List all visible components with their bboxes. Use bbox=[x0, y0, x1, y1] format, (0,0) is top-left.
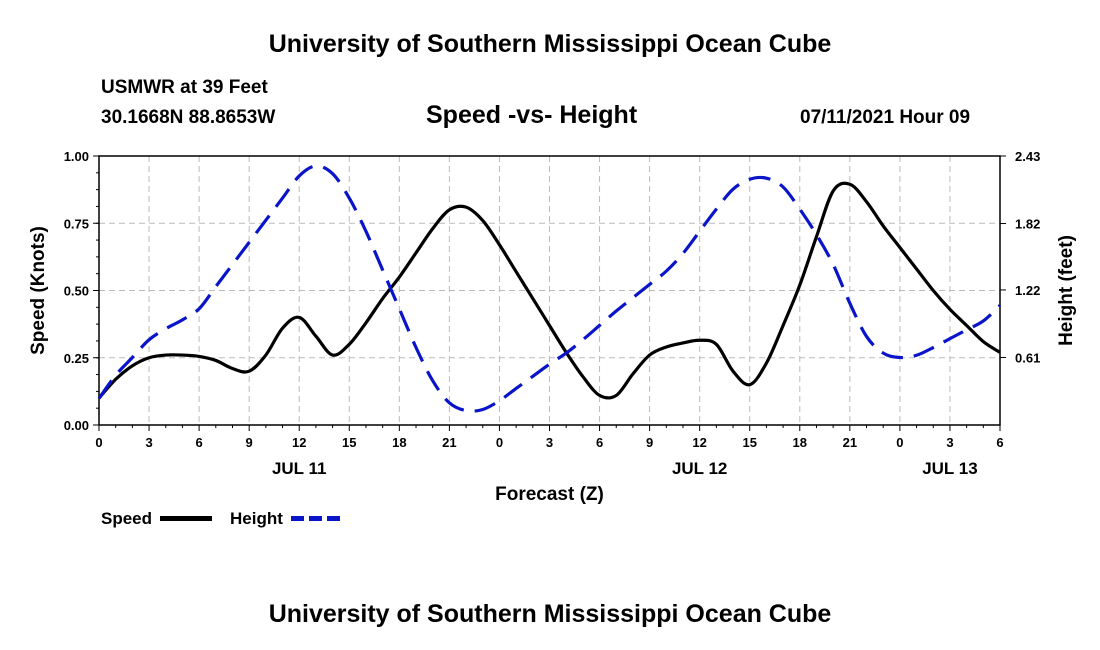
y2-tick-label: 1.82 bbox=[1015, 217, 1040, 232]
x-tick-label: 0 bbox=[496, 435, 503, 450]
page-title-top: University of Southern Mississippi Ocean… bbox=[268, 30, 832, 58]
series-lines bbox=[97, 164, 1002, 413]
grid-lines bbox=[99, 156, 1000, 425]
axes bbox=[93, 155, 1006, 431]
y-tick-label: 0.75 bbox=[64, 216, 89, 231]
x-tick-label: 18 bbox=[392, 435, 406, 450]
y-tick-label: 1.00 bbox=[64, 149, 89, 164]
chart-title: Speed -vs- Height bbox=[426, 101, 638, 129]
y2-tick-label: 0.61 bbox=[1015, 350, 1040, 365]
legend-height-swatch bbox=[291, 516, 343, 521]
plot-frame bbox=[98, 155, 1001, 426]
forecast-datetime: 07/11/2021 Hour 09 bbox=[800, 107, 971, 128]
y2-axis-title: Height (feet) bbox=[1056, 235, 1077, 346]
x-tick-label: 3 bbox=[145, 435, 152, 450]
x-tick-label: 6 bbox=[596, 435, 603, 450]
x-tick-label: 3 bbox=[946, 435, 953, 450]
x-tick-label: 12 bbox=[292, 435, 306, 450]
y-axis-title: Speed (Knots) bbox=[28, 226, 49, 355]
x-tick-label: 21 bbox=[442, 435, 456, 450]
series-line-height bbox=[97, 164, 1002, 413]
x-tick-label: 0 bbox=[95, 435, 102, 450]
x-tick-label: 3 bbox=[546, 435, 553, 450]
x-tick-label: 15 bbox=[342, 435, 356, 450]
x-tick-label: 0 bbox=[896, 435, 903, 450]
y-tick-label: 0.50 bbox=[64, 284, 89, 299]
legend-speed-swatch bbox=[160, 516, 212, 521]
y-tick-label: 0.25 bbox=[64, 351, 89, 366]
x-tick-label: 6 bbox=[996, 435, 1003, 450]
day-label: JUL 13 bbox=[922, 459, 977, 478]
station-name: USMWR at 39 Feet bbox=[101, 77, 268, 98]
x-tick-label: 6 bbox=[195, 435, 202, 450]
station-coords: 30.1668N 88.8653W bbox=[101, 107, 276, 128]
x-tick-label: 15 bbox=[742, 435, 756, 450]
legend-speed-label: Speed bbox=[101, 509, 153, 528]
y2-tick-label: 1.22 bbox=[1015, 283, 1040, 298]
series-line-speed bbox=[97, 181, 1001, 400]
y-tick-label: 0.00 bbox=[64, 418, 89, 433]
page-title-bottom: University of Southern Mississippi Ocean… bbox=[268, 600, 832, 628]
x-tick-label: 18 bbox=[793, 435, 807, 450]
day-label: JUL 12 bbox=[672, 459, 727, 478]
x-tick-label: 12 bbox=[692, 435, 706, 450]
x-tick-label: 21 bbox=[843, 435, 857, 450]
day-label: JUL 11 bbox=[272, 459, 327, 478]
x-axis-title: Forecast (Z) bbox=[495, 484, 604, 505]
x-tick-label: 9 bbox=[646, 435, 653, 450]
legend-height-label: Height bbox=[230, 509, 283, 528]
x-tick-label: 9 bbox=[246, 435, 253, 450]
y2-tick-label: 2.43 bbox=[1015, 149, 1040, 164]
axis-labels: 0 3 6 9 12 15 18 21 0 3 6 9 12 15 18 21 0 3 6 0.00 0.25 0.50 0… bbox=[28, 149, 1077, 505]
